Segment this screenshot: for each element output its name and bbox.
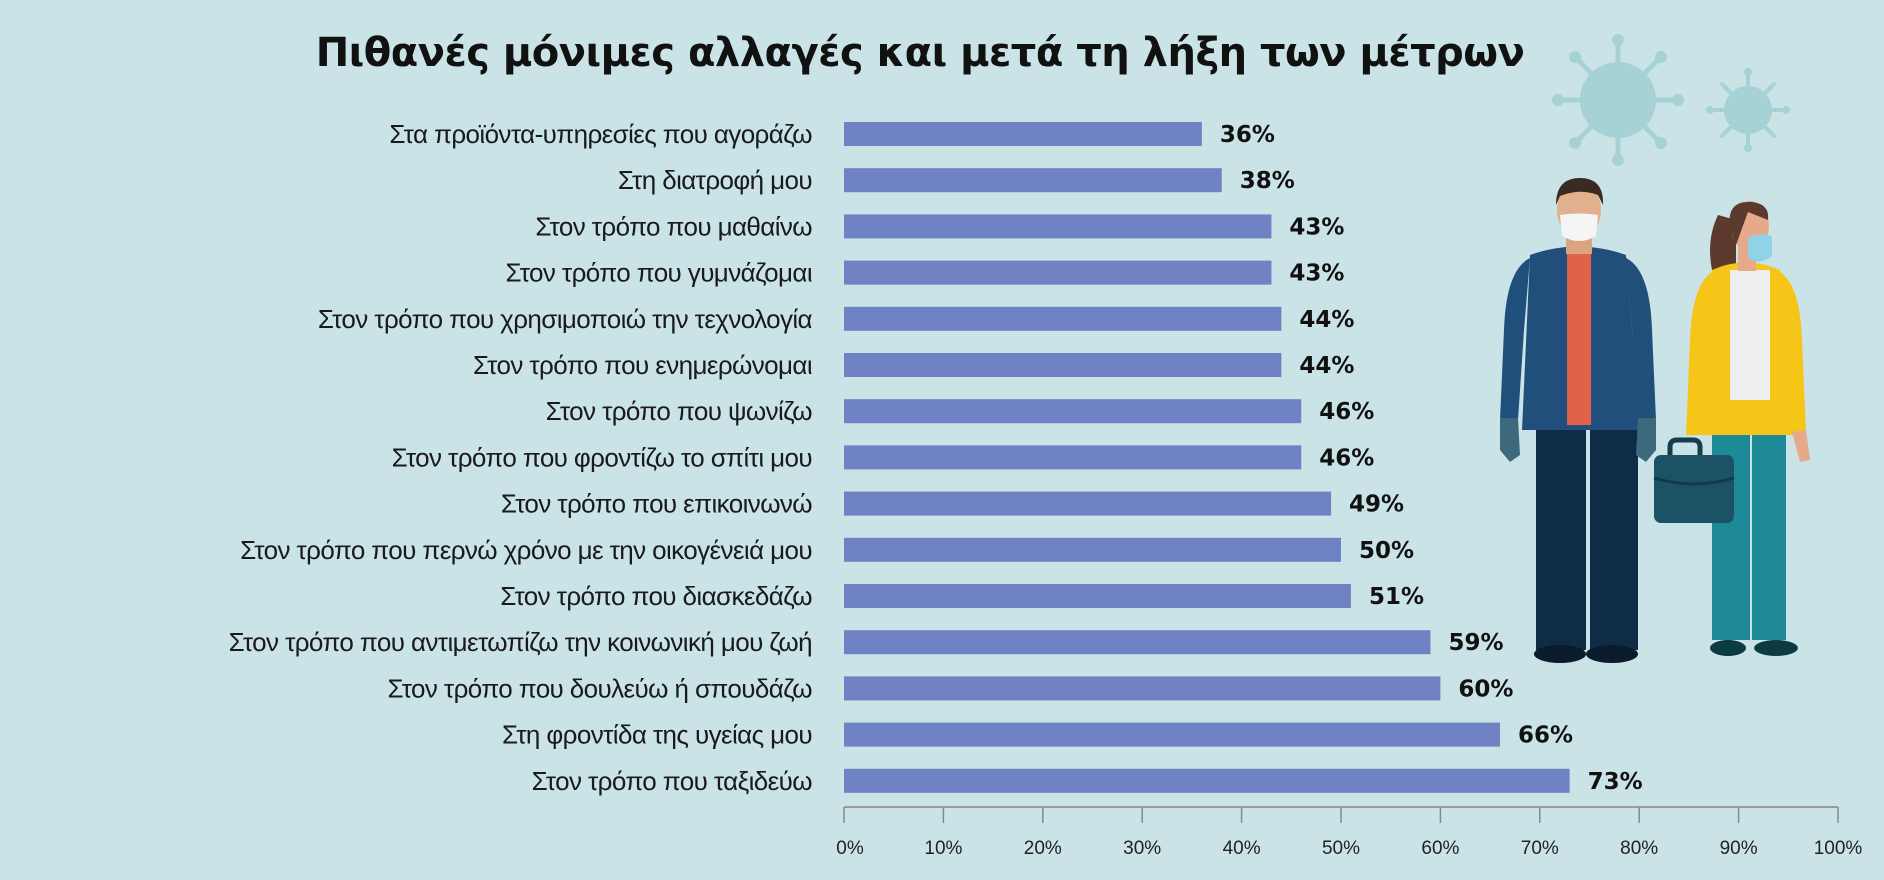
- value-label: 38%: [1240, 168, 1295, 194]
- category-label: Στον τρόπο που δουλεύω ή σπουδάζω: [388, 673, 813, 703]
- value-label: 59%: [1448, 630, 1503, 656]
- man-with-mask-icon: [1500, 178, 1656, 663]
- category-label: Στον τρόπο που ενημερώνομαι: [473, 350, 813, 380]
- category-label: Στον τρόπο που αντιμετωπίζω την κοινωνικ…: [229, 627, 812, 657]
- bar: [844, 122, 1202, 146]
- x-tick-label: 70%: [1521, 838, 1559, 859]
- value-label: 43%: [1289, 261, 1344, 287]
- value-label: 36%: [1220, 122, 1275, 148]
- value-label: 66%: [1518, 723, 1573, 749]
- x-tick-label: 30%: [1123, 838, 1161, 859]
- bar: [844, 168, 1222, 193]
- value-label: 60%: [1458, 676, 1513, 702]
- value-label: 44%: [1299, 353, 1354, 379]
- bars-layer: Στα προϊόντα-υπηρεσίες που αγοράζω 36% Στη…: [229, 119, 1643, 796]
- category-label: Στη φροντίδα της υγείας μου: [502, 720, 812, 750]
- value-label: 73%: [1588, 769, 1643, 795]
- category-label: Στον τρόπο που περνώ χρόνο με την οικογέ…: [240, 535, 812, 565]
- value-label: 43%: [1289, 214, 1344, 240]
- bar: [844, 584, 1351, 608]
- x-tick-label: 20%: [1024, 838, 1062, 859]
- category-label: Στον τρόπο που ψωνίζω: [546, 396, 813, 426]
- bar: [844, 260, 1272, 285]
- category-label: Στον τρόπο που μαθαίνω: [535, 211, 812, 241]
- x-axis: 0% 10% 20% 30% 40% 50% 60% 70% 80% 90% 100%: [836, 806, 1863, 859]
- bar: [844, 537, 1341, 562]
- bar: [844, 630, 1431, 655]
- bar: [844, 445, 1302, 470]
- category-label: Στον τρόπο που γυμνάζομαι: [506, 258, 813, 288]
- value-label: 44%: [1299, 307, 1354, 333]
- x-tick-label: 0%: [836, 838, 864, 859]
- value-label: 50%: [1359, 538, 1414, 564]
- category-label: Στον τρόπο που ταξιδεύω: [532, 766, 813, 796]
- x-tick-label: 90%: [1720, 838, 1758, 859]
- value-label: 49%: [1349, 492, 1404, 518]
- bar: [844, 676, 1441, 701]
- bar: [844, 306, 1282, 331]
- bar: [844, 491, 1332, 516]
- bar: [844, 722, 1501, 747]
- x-tick-label: 50%: [1322, 838, 1360, 859]
- x-tick-label: 100%: [1814, 838, 1863, 859]
- virus-icon: [1552, 34, 1790, 166]
- bar: [844, 768, 1570, 793]
- briefcase-icon: [1653, 437, 1735, 523]
- chart-title: Πιθανές μόνιμες αλλαγές και μετά τη λήξη…: [315, 30, 1525, 76]
- category-label: Στον τρόπο που διασκεδάζω: [500, 581, 812, 611]
- category-label: Στον τρόπο που χρησιμοποιώ την τεχνολογί…: [318, 304, 813, 334]
- category-label: Στη διατροφή μου: [618, 165, 812, 195]
- x-tick-label: 40%: [1223, 838, 1261, 859]
- bar: [844, 353, 1282, 377]
- x-tick-label: 80%: [1620, 838, 1658, 859]
- category-label: Στον τρόπο που επικοινωνώ: [501, 489, 812, 519]
- bar: [844, 214, 1272, 239]
- x-tick-label: 10%: [924, 838, 962, 859]
- category-label: Στα προϊόντα-υπηρεσίες που αγοράζω: [389, 119, 812, 149]
- bar: [844, 399, 1302, 424]
- value-label: 46%: [1319, 445, 1374, 471]
- woman-with-mask-icon: [1686, 201, 1810, 656]
- x-tick-label: 60%: [1421, 838, 1459, 859]
- value-label: 46%: [1319, 399, 1374, 425]
- category-label: Στον τρόπο που φροντίζω το σπίτι μου: [392, 442, 812, 472]
- value-label: 51%: [1369, 584, 1424, 610]
